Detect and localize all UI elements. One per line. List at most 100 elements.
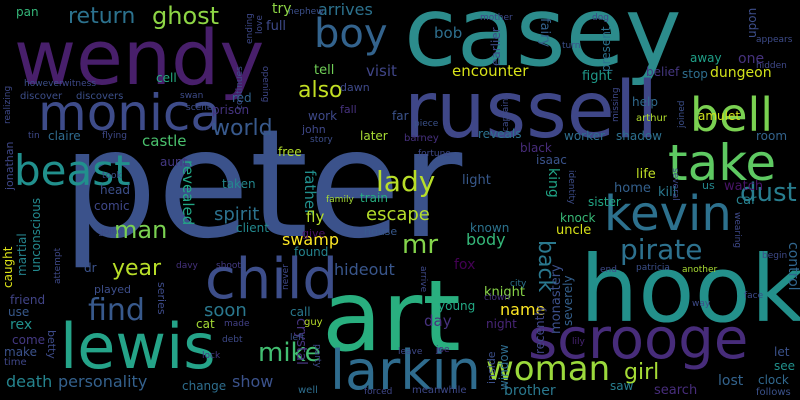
word: mr: [402, 230, 439, 260]
word: appears: [756, 35, 793, 45]
word: make: [4, 345, 37, 359]
word: help: [632, 95, 658, 109]
word: caught: [1, 246, 15, 288]
word: party: [312, 344, 322, 368]
word: far: [392, 109, 409, 123]
word: work: [308, 109, 338, 123]
word: several: [670, 168, 680, 201]
word: city: [510, 279, 527, 289]
word: brother: [504, 383, 556, 399]
word: night: [486, 317, 517, 331]
word: monastery: [549, 264, 564, 334]
word: lewis: [60, 310, 216, 383]
word: rex: [10, 317, 33, 333]
word: uncle: [556, 223, 592, 238]
word: mike: [258, 338, 321, 368]
word: kill: [658, 185, 677, 200]
word: death: [6, 372, 53, 391]
word: however: [24, 79, 63, 89]
word: captain: [501, 98, 511, 132]
word: young: [438, 299, 476, 313]
word: time: [4, 357, 27, 368]
word: wendy: [14, 13, 265, 102]
word: dungeon: [710, 65, 772, 81]
word: ending: [245, 13, 255, 44]
word: realizing: [3, 85, 13, 124]
word: played: [94, 283, 132, 296]
word: end: [600, 265, 617, 275]
word: discovers: [76, 91, 124, 102]
word: sister: [588, 195, 621, 209]
word: known: [470, 221, 510, 235]
word: year: [112, 256, 162, 281]
word: arthur: [636, 113, 667, 124]
word: dog: [592, 13, 609, 23]
word: try: [272, 1, 292, 17]
word: follows: [756, 387, 791, 398]
word: isaac: [536, 153, 567, 167]
word: name: [500, 300, 546, 319]
word: control: [785, 242, 800, 291]
word: home: [614, 181, 651, 196]
word: taken: [222, 177, 256, 191]
word: scene: [186, 103, 213, 113]
word: free: [278, 145, 302, 159]
word: lost: [718, 373, 744, 389]
word: room: [756, 129, 788, 143]
word: black: [520, 141, 552, 155]
word: head: [100, 183, 130, 197]
word: discover: [20, 91, 63, 102]
word: debt: [222, 335, 243, 345]
word: john: [302, 123, 326, 136]
word: fall: [340, 103, 357, 116]
word: dawn: [340, 81, 370, 94]
word: arrives: [318, 0, 373, 19]
word: change: [182, 379, 227, 393]
word: bell: [690, 88, 774, 142]
word: encounter: [452, 62, 529, 80]
word: personality: [58, 372, 148, 391]
word: knock: [560, 211, 596, 225]
word: clock: [758, 373, 789, 387]
word: stop: [682, 67, 708, 81]
word: fairy: [537, 18, 552, 48]
word: going: [98, 227, 124, 237]
word: prison: [212, 103, 250, 117]
word: lock: [202, 351, 221, 361]
word: russell: [404, 66, 659, 156]
word: saw: [610, 379, 634, 393]
word: day: [424, 312, 452, 330]
word: piece: [414, 119, 439, 129]
word: castle: [142, 132, 187, 150]
word: give: [302, 227, 326, 240]
word: opening: [260, 66, 270, 103]
word: meanwhile: [412, 385, 467, 396]
word: inside: [485, 351, 498, 384]
word: window: [497, 344, 511, 390]
word: monica: [38, 84, 222, 142]
word: missing: [611, 87, 621, 122]
word: well: [298, 385, 318, 396]
word: child: [205, 247, 338, 312]
word: wearing: [732, 212, 742, 249]
word: light: [462, 173, 491, 188]
word: spirit: [214, 204, 260, 225]
word: nephew: [288, 7, 324, 17]
word: away: [690, 51, 722, 65]
word: begin: [762, 251, 788, 261]
word: identity: [566, 170, 576, 205]
word: series: [155, 282, 168, 315]
word: ghost: [152, 2, 220, 30]
word: return: [68, 4, 136, 29]
word: love: [255, 15, 265, 34]
word: dr: [84, 261, 97, 275]
word: bob: [434, 24, 463, 42]
word: also: [298, 78, 343, 103]
word: tin: [28, 131, 40, 141]
word: patricia: [636, 263, 670, 273]
word: hideout: [334, 260, 395, 279]
word: us: [702, 179, 715, 192]
word: earlier: [489, 27, 503, 66]
word: tell: [314, 63, 335, 78]
